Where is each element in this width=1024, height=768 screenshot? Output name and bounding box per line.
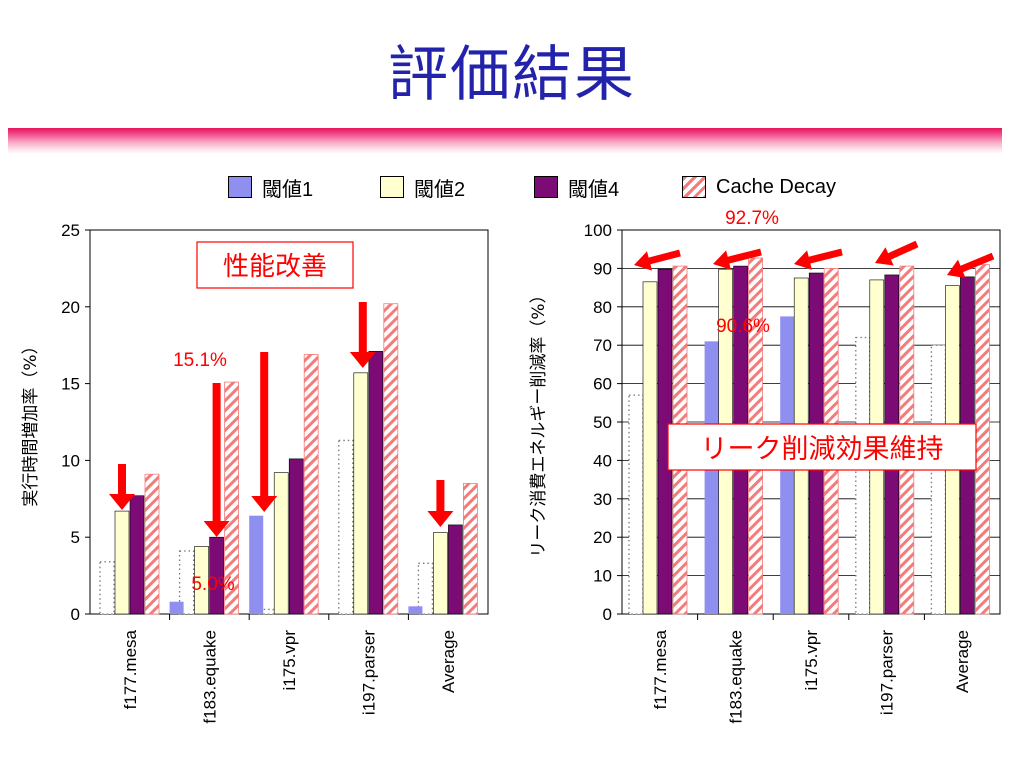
legend-label-threshold4: 閾値4 — [568, 178, 620, 201]
legend-item-threshold4: 閾値4 — [534, 174, 620, 201]
legend-swatch-threshold2 — [380, 176, 404, 198]
annotation-box-text: 性能改善 — [223, 252, 327, 282]
bar-threshold2-left-2 — [273, 472, 289, 615]
page-title: 評価結果 — [388, 40, 636, 110]
arrow-down-4 — [427, 480, 454, 527]
x-category-label: i197.parser — [360, 630, 379, 715]
annotation-box — [667, 423, 977, 471]
bar-threshold2-left-0 — [114, 510, 130, 615]
chart-leak-energy: 0 10 20 30 40 50 60 70 80 90 100 f177.mesa f183.equa… — [529, 208, 1001, 724]
bar-threshold4-left-2 — [288, 458, 304, 615]
bar-cache-decay-left-1 — [224, 381, 240, 615]
x-category-label: Average — [439, 630, 458, 693]
bar-series-a-right-4 — [930, 344, 947, 615]
chart-execution-time: 0 5 10 15 20 25 f177.mesa f183.equake i175.vpr i1… — [21, 221, 489, 724]
legend-label-cache-decay: Cache Decay — [716, 175, 837, 198]
x-category-label: i197.parser — [878, 630, 897, 715]
annotation-box — [196, 241, 354, 289]
arrow-left-4 — [947, 252, 995, 279]
x-category-label: f177.mesa — [651, 629, 670, 709]
bar-threshold4-left-0 — [129, 495, 145, 615]
bar-threshold4-left-3 — [368, 351, 384, 615]
bar-series-a-left-1 — [178, 550, 195, 615]
bar-cache-decay-left-3 — [383, 303, 399, 615]
legend-item-threshold1: 閾値1 — [228, 174, 314, 201]
y-tick-label: 25 — [61, 221, 80, 240]
bar-threshold2-left-3 — [353, 372, 369, 615]
legend-item-cache-decay: Cache Decay — [682, 174, 836, 200]
y-axis-title: リーク消費エネルギー削減率（%） — [529, 286, 549, 557]
y-tick-label: 100 — [584, 221, 612, 240]
arrow-down-0 — [109, 464, 135, 510]
y-tick-label: 0 — [71, 605, 80, 624]
x-category-label: i175.vpr — [802, 630, 821, 691]
legend-swatch-threshold4 — [534, 176, 558, 198]
legend-label-threshold2: 閾値2 — [414, 178, 466, 201]
y-tick-label: 30 — [593, 490, 612, 509]
arrow-down-1 — [203, 383, 230, 537]
legend-swatch-cache-decay — [682, 176, 706, 198]
legend-label-threshold1: 閾値1 — [262, 178, 314, 201]
title-underline-band — [8, 128, 1002, 154]
y-axis-title: 実行時間増加率（%） — [21, 337, 41, 506]
bar-threshold2-left-1 — [194, 546, 209, 615]
annotation-label-1: 90.6% — [716, 316, 770, 337]
arrow-left-0 — [634, 249, 681, 271]
bar-series-a-right-0 — [628, 394, 644, 615]
bar-series-a-left-0 — [99, 561, 115, 615]
y-tick-label: 50 — [593, 413, 612, 432]
bar-cache-decay-right-4 — [975, 264, 990, 615]
y-tick-label: 20 — [61, 298, 80, 317]
annotation-label-0: 92.7% — [725, 208, 779, 229]
bar-cache-decay-left-0 — [144, 473, 160, 615]
bar-cache-decay-left-2 — [303, 354, 319, 615]
legend-item-threshold2: 閾値2 — [380, 174, 466, 201]
annotation-label-0: 15.1% — [173, 350, 227, 371]
x-category-label: Average — [953, 630, 972, 693]
bar-threshold2-right-0 — [642, 281, 658, 615]
bar-series-a-left-3 — [338, 439, 354, 615]
bar-threshold4-left-4 — [448, 524, 463, 615]
arrow-left-2 — [794, 248, 843, 270]
legend-swatch-threshold1 — [228, 176, 252, 198]
x-category-label: f183.equake — [726, 630, 745, 724]
legend: 閾値1 閾値2 閾値4 Cache Decay — [228, 174, 888, 201]
bar-threshold1-left-4 — [408, 606, 423, 614]
y-tick-label: 15 — [61, 375, 80, 394]
y-tick-label: 80 — [593, 298, 612, 317]
annotation-box-text: リーク削減効果維持 — [701, 434, 944, 465]
arrow-left-1 — [713, 248, 762, 270]
x-category-label: f183.equake — [200, 630, 219, 724]
y-tick-label: 20 — [593, 528, 612, 547]
bar-cache-decay-left-4 — [462, 483, 478, 615]
bar-series-a-left-4 — [417, 562, 434, 615]
y-tick-label: 90 — [593, 259, 612, 278]
y-tick-label: 40 — [593, 451, 612, 470]
bar-threshold1-right-1 — [704, 341, 719, 614]
arrow-down-3 — [349, 302, 376, 368]
y-tick-label: 0 — [603, 605, 612, 624]
x-category-label: f177.mesa — [121, 629, 140, 709]
arrow-left-3 — [875, 240, 919, 266]
bar-threshold1-left-2 — [249, 515, 264, 614]
arrow-down-2 — [251, 352, 278, 512]
bar-threshold1-left-1 — [169, 601, 184, 614]
y-tick-label: 10 — [61, 451, 80, 470]
annotation-label-1: 5.0% — [191, 574, 234, 595]
y-tick-label: 5 — [71, 528, 80, 547]
bar-threshold2-left-4 — [433, 532, 448, 615]
bar-series-a-left-2 — [258, 608, 274, 615]
bar-threshold4-left-1 — [209, 536, 224, 615]
y-tick-label: 70 — [593, 336, 612, 355]
y-tick-label: 60 — [593, 375, 612, 394]
y-tick-label: 10 — [593, 567, 612, 586]
bar-series-a-right-3 — [855, 336, 871, 615]
x-category-label: i175.vpr — [280, 630, 299, 691]
